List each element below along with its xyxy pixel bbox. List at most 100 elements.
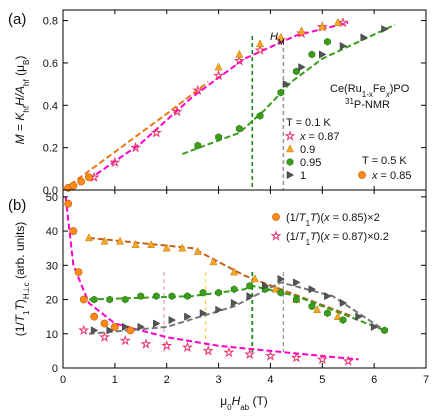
panel-b-point [324,309,331,318]
panel-b-point [90,326,99,335]
panel-b-point [193,246,202,255]
nmr-label: 31P-NMR [345,97,390,112]
panel-b-point [313,305,322,314]
panel-b-point [126,326,135,335]
panel-b-point [64,199,73,208]
panel-b-point [168,316,177,325]
legend-b-x087-marker [270,230,282,241]
legend-x09-marker [285,144,295,153]
panel-a-y-axis-label-text: M = KhfH/Ahf (μB) [13,56,31,145]
panel-b: (b) 0 10 20 30 40 50 0 1 2 3 4 5 6 7 (1/T1T)H⊥c (arb… [8,189,429,412]
panel-b-point [79,295,88,304]
panel-b-fit-line [88,284,385,332]
panel-b-point [355,312,363,321]
panel-a-y-ticks: 0.0 0.2 0.4 0.6 0.8 [43,16,426,197]
x-tick-label: 6 [371,374,377,386]
panel-a-point [150,127,162,138]
panel-a-point [256,111,264,120]
panel-b-point [100,319,109,328]
panel-a-markers [62,10,427,190]
panel-b-point [250,274,259,283]
panel-b-point [78,324,90,336]
legend-b-x087-label: (1/T1T)(x = 0.87)×0.2 [286,231,389,247]
panel-b-point [339,298,348,307]
compound-label: Ce(Ru1-xFex)PO [330,83,410,99]
panel-a-point [192,84,204,96]
panel-b-point [168,292,176,301]
x-ticks: 0 1 2 3 4 5 6 7 [60,190,429,386]
panel-b-y-tick-label: 20 [46,295,58,307]
hm-label: HM [270,31,285,47]
panel-a-point [339,41,348,51]
legend-x095-label: 0.95 [300,157,321,169]
panel-b-point [290,351,302,363]
panel-b-point [209,257,218,266]
panel-b-point [116,236,125,245]
panel-b-point [292,295,300,304]
panel-b-point [161,339,173,351]
panel-a-point [109,156,121,168]
panel-b-point [246,292,254,301]
legend-b-x085-marker [272,213,280,221]
panel-b-point [119,334,131,346]
panel-a-point [324,37,331,46]
panel-a-point [381,25,389,34]
panel-a-point [69,181,78,190]
panel-b-legend: (1/T1T)(x = 0.85)×2 (1/T1T)(x = 0.87)×0.2 [270,212,389,247]
panel-a-point [308,50,316,59]
panel-b-y-tick-label: 40 [46,226,58,238]
panel-a-point [85,173,93,182]
panel-a-point [319,50,327,59]
panel-b-y-axis-label-text: (1/T1T)H⊥c (arb. units) [13,222,31,337]
panel-b-point [162,243,171,252]
panel-b-point [370,322,379,331]
panel-b-point [199,288,207,297]
panel-b-point [271,284,280,293]
panel-b-point [110,323,119,331]
panel-b-frame [62,189,427,369]
panel-b-point [308,285,317,294]
panel-b-point [106,326,114,335]
panel-b-data-points [64,199,388,366]
x-tick-label: 4 [267,374,273,386]
panel-a-fit-line [181,23,396,155]
panel-b-point [324,292,332,301]
panel-b-point [223,346,235,358]
panel-b-point [230,285,238,294]
panel-b-point [339,316,347,324]
panel-b-point [261,281,270,290]
panel-b-point [153,319,161,328]
panel-b-point [277,274,285,284]
panel-b-point [246,281,254,290]
panel-a-point [296,27,308,38]
panel-a-point [256,39,265,48]
x-tick-label: 0 [60,374,66,386]
panel-a-fit-line [62,81,209,191]
panel-a-y-axis-label: M = KhfH/Ahf (μB) [13,56,31,145]
legend-x1-marker [286,170,295,180]
panel-b-label: (b) [8,197,26,214]
panel-b-point [244,348,256,360]
panel-b-y-tick-label: 30 [46,260,58,272]
panel-a-point [360,33,368,42]
panel-b-point [230,267,239,276]
panel-b-point [140,338,152,349]
panel-a-point [277,88,285,97]
panel-b-point [342,355,354,366]
panel-b-point [90,295,98,304]
panel-b-point [293,278,301,287]
panel-b-y-tick-label: 10 [46,329,58,341]
panel-a-point [254,44,266,55]
panel-b-point [106,295,114,304]
legend-x085-marker [358,171,366,179]
panel-b-point [215,288,222,297]
x-tick-label: 5 [319,374,325,386]
x-tick-label: 3 [216,374,222,386]
x-tick-label: 1 [112,374,118,386]
panel-b-point [90,312,99,321]
panel-b-point [199,309,208,318]
panel-b-point [121,322,130,331]
panel-b-point [316,353,328,365]
